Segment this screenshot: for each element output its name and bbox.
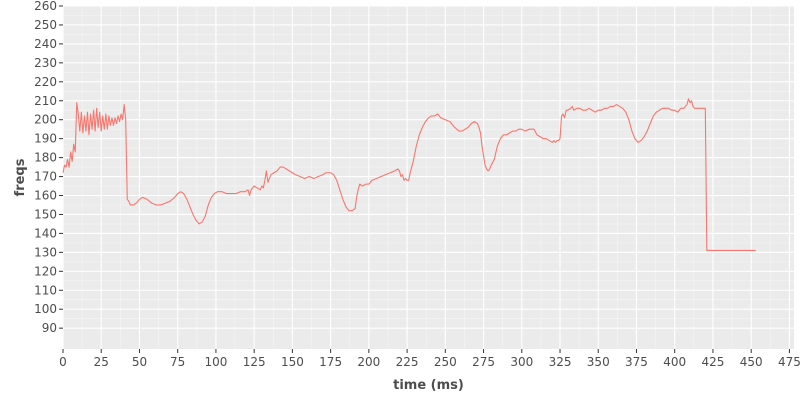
x-tick-label: 250 [434, 355, 457, 369]
x-tick-label: 225 [396, 355, 419, 369]
x-tick-label: 425 [701, 355, 724, 369]
x-tick-label: 50 [132, 355, 147, 369]
y-tick-label: 120 [34, 264, 57, 278]
x-tick-label: 450 [740, 355, 763, 369]
x-tick-label: 100 [204, 355, 227, 369]
y-tick-label: 90 [42, 321, 57, 335]
x-tick-label: 300 [510, 355, 533, 369]
series-layer [62, 98, 756, 252]
x-tick-label: 75 [170, 355, 185, 369]
y-axis-title: freqs [13, 158, 28, 196]
y-tick-label: 240 [34, 37, 57, 51]
y-tick-label: 180 [34, 151, 57, 165]
y-tick-label: 220 [34, 75, 57, 89]
major-gridlines-y [63, 5, 794, 329]
major-gridlines-x [62, 6, 790, 349]
plot-panel [63, 6, 794, 349]
y-tick-label: 110 [34, 283, 57, 297]
y-tick-label: 170 [34, 170, 57, 184]
y-tick-label: 160 [34, 189, 57, 203]
x-tick-label: 475 [778, 355, 800, 369]
y-tick-label: 130 [34, 245, 57, 259]
minor-gridlines-y [63, 15, 794, 319]
y-tick-label: 100 [34, 302, 57, 316]
y-tick-label: 250 [34, 18, 57, 32]
x-tick-label: 275 [472, 355, 495, 369]
y-tick-label: 190 [34, 132, 57, 146]
x-tick-label: 400 [663, 355, 686, 369]
y-tick-label: 200 [34, 113, 57, 127]
x-tick-label: 125 [243, 355, 266, 369]
y-axis: 90 100 110 120 130 140 150 160 170 180 190 200 210 22… [34, 0, 63, 335]
x-axis-title: time (ms) [393, 378, 464, 393]
series-line-1 [62, 98, 756, 252]
y-tick-label: 260 [34, 0, 57, 13]
x-axis: 0 25 50 75 100 125 150 175 200 225 250 275 300 325 350… [59, 349, 800, 369]
y-tick-label: 230 [34, 56, 57, 70]
x-tick-label: 150 [281, 355, 304, 369]
y-tick-label: 150 [34, 207, 57, 221]
y-tick-label: 140 [34, 226, 57, 240]
y-tick-label: 210 [34, 94, 57, 108]
x-tick-label: 0 [59, 355, 67, 369]
x-tick-label: 375 [625, 355, 648, 369]
x-tick-label: 325 [549, 355, 572, 369]
x-tick-label: 350 [587, 355, 610, 369]
x-tick-label: 25 [94, 355, 109, 369]
x-tick-label: 200 [357, 355, 380, 369]
x-tick-label: 175 [319, 355, 342, 369]
